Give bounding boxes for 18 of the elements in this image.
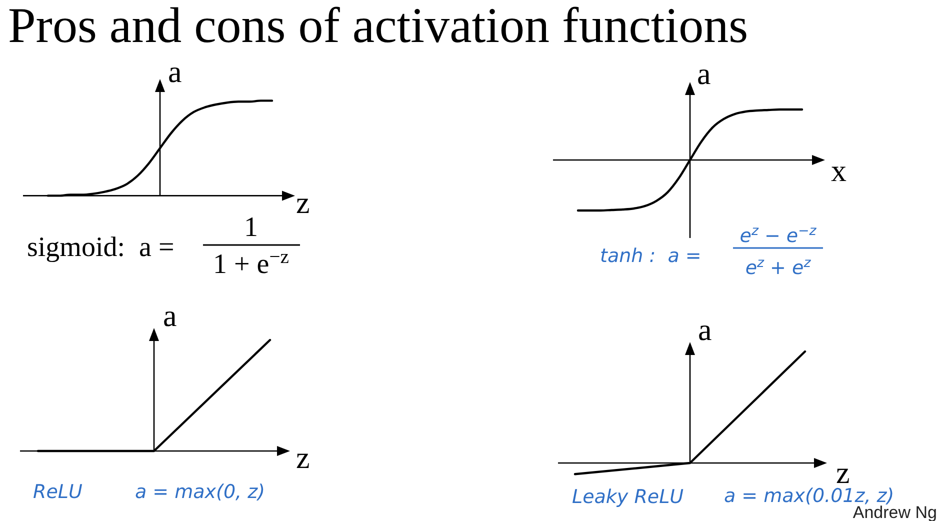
text: e$^{z}$ + e$^{z}$: [745, 256, 812, 279]
x-axis-title: z: [296, 185, 310, 220]
text: 1 + e$^{−z}$: [213, 246, 290, 280]
text: e$^{z}$ − e$^{−z}$: [740, 224, 818, 247]
y-axis-title: a: [163, 298, 177, 333]
text: ReLU: [33, 481, 82, 503]
y-axis-title: a: [698, 312, 712, 347]
x-axis-title: x: [831, 153, 847, 188]
text: Pros and cons of activation functions: [8, 0, 748, 53]
text: 1: [244, 212, 258, 243]
text: tanh : a =: [600, 245, 702, 267]
text: Leaky ReLU: [572, 486, 684, 508]
x-axis-title: z: [296, 440, 310, 475]
text: a = max(0.01z, z): [724, 485, 894, 507]
y-axis-title: a: [168, 54, 182, 89]
text: a = max(0, z): [135, 481, 266, 503]
y-axis-title: a: [697, 56, 711, 91]
text: sigmoid: a =: [27, 232, 174, 263]
